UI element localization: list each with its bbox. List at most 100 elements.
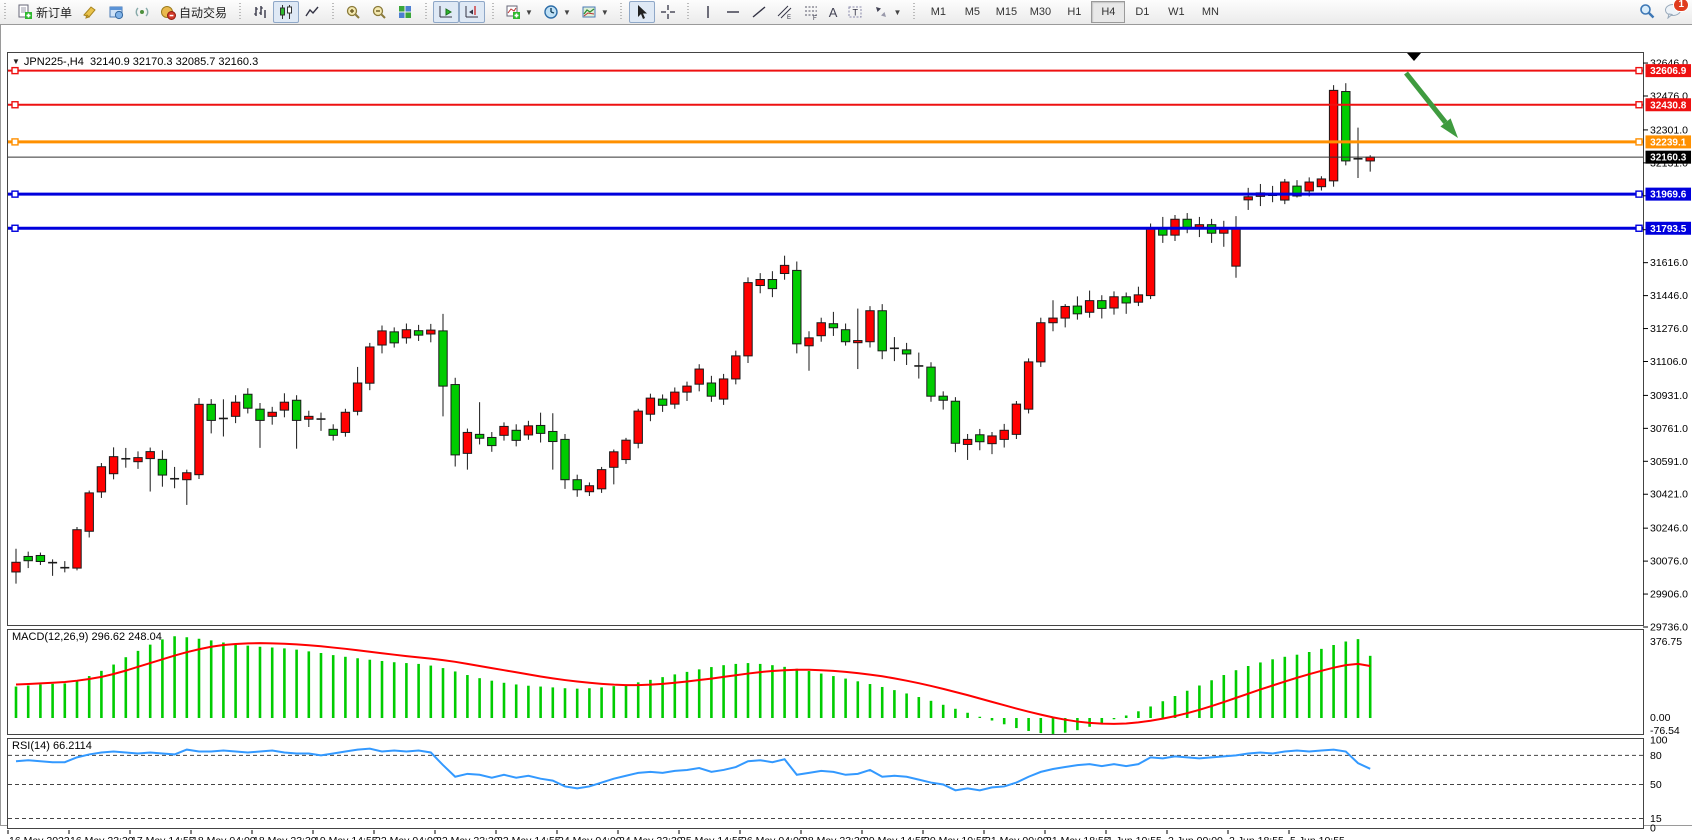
time-tick-label: 23 May 14:55: [497, 835, 561, 840]
line-chart-button[interactable]: [299, 1, 325, 23]
line-anchor[interactable]: [11, 101, 19, 109]
chart-canvas[interactable]: 32646.032476.032301.032131.031961.031786…: [0, 25, 1692, 840]
time-tick-label: 22 May 23:30: [436, 835, 500, 840]
timeframe-m1[interactable]: M1: [930, 6, 947, 18]
svg-text:T: T: [853, 8, 859, 18]
auto-trading-label: 自动交易: [179, 5, 228, 20]
zoom-out-button[interactable]: [366, 1, 392, 23]
candle-bull: [743, 282, 753, 357]
arrows-button[interactable]: ▼: [868, 1, 906, 23]
signals-button[interactable]: [129, 1, 155, 23]
line-anchor[interactable]: [1635, 66, 1643, 75]
text-button[interactable]: A: [824, 1, 843, 23]
timeframe-h1[interactable]: H1: [1067, 6, 1082, 18]
price-tick-label: 31446.0: [1650, 290, 1688, 302]
trendline-button[interactable]: [746, 1, 772, 23]
timeframe-m15[interactable]: M15: [995, 6, 1018, 18]
trendline-icon: [751, 4, 767, 20]
candle-bear: [840, 329, 851, 343]
time-tick-label: 30 May 10:55: [924, 835, 988, 840]
line-anchor[interactable]: [11, 224, 19, 232]
main-pane[interactable]: [7, 52, 1644, 626]
equidistant-channel-icon: E: [777, 4, 793, 20]
candle-bear: [487, 436, 497, 447]
search-icon[interactable]: [1638, 2, 1656, 23]
cursor-button[interactable]: [628, 1, 655, 23]
bar-chart-icon: [252, 4, 268, 20]
timeframe-h4[interactable]: H4: [1091, 1, 1126, 23]
rsi-axis-label: 80: [1650, 750, 1662, 762]
candle-bear: [548, 430, 558, 443]
templates-button[interactable]: ▼: [576, 1, 614, 23]
vertical-line-button[interactable]: [696, 1, 720, 23]
timeframe-mn[interactable]: MN: [1201, 6, 1219, 18]
tile-windows-button[interactable]: [392, 1, 418, 23]
candle-bear: [1158, 228, 1168, 236]
equidistant-channel-button[interactable]: E: [772, 1, 798, 23]
dropdown-caret: ▼: [893, 7, 902, 17]
indicators-button[interactable]: ▼: [500, 1, 538, 23]
price-tag-label: 32606.9: [1650, 66, 1687, 77]
collapse-triangle-icon[interactable]: ▼: [12, 57, 20, 66]
candle-bear: [511, 429, 521, 441]
candle-bull: [72, 529, 82, 569]
candle-bull: [145, 451, 155, 460]
timeframe-m30[interactable]: M30: [1029, 6, 1052, 18]
zoom-in-button[interactable]: [340, 1, 366, 23]
new-order-button[interactable]: 新订单: [12, 1, 77, 23]
arrow-annotation[interactable]: [1404, 71, 1448, 124]
zoom-out-icon: [371, 4, 387, 20]
time-tick-label: 19 May 14:55: [314, 835, 378, 840]
macd-pane[interactable]: [7, 629, 1644, 735]
market-watch-button[interactable]: [103, 1, 129, 23]
chart-shift-icon: [464, 4, 480, 20]
candle-bear: [23, 555, 33, 562]
price-tick-label: 30246.0: [1650, 523, 1688, 535]
auto-trading-button[interactable]: 自动交易: [155, 1, 232, 23]
candle-bear: [706, 382, 717, 397]
candle-bull: [645, 397, 656, 415]
svg-text:E: E: [787, 15, 791, 20]
candle-bear: [1341, 91, 1351, 162]
bar-chart-button[interactable]: [247, 1, 273, 23]
crosshair-button[interactable]: [655, 1, 681, 23]
timeframe-w1[interactable]: W1: [1168, 6, 1185, 18]
candle-bear: [389, 331, 399, 344]
horizontal-line-button[interactable]: [720, 1, 746, 23]
candle-bull: [1023, 361, 1034, 410]
fibonacci-button[interactable]: F: [798, 1, 824, 23]
line-anchor[interactable]: [1635, 224, 1643, 232]
chart-shift-button[interactable]: [459, 1, 486, 23]
candle-bull: [1304, 181, 1314, 192]
line-anchor[interactable]: [11, 190, 19, 198]
periods-button[interactable]: ▼: [538, 1, 576, 23]
profiles-button[interactable]: [77, 1, 103, 23]
text-label-button[interactable]: T: [842, 1, 868, 23]
time-tick-label: 1 Jun 10:55: [1107, 835, 1162, 840]
candle-bull: [718, 378, 729, 400]
candlestick-chart-button[interactable]: [273, 1, 300, 23]
time-tick-label: 31 May 00:00: [985, 835, 1049, 840]
candle-bull: [11, 561, 21, 573]
line-anchor[interactable]: [1635, 138, 1643, 146]
chat-button[interactable]: 1: [1664, 0, 1689, 22]
candle-bull: [596, 469, 607, 490]
line-anchor[interactable]: [11, 138, 19, 146]
timeframe-m5[interactable]: M5: [964, 6, 981, 18]
line-anchor[interactable]: [1635, 190, 1643, 198]
dropdown-caret: ▼: [525, 7, 533, 17]
price-tag-label: 31793.5: [1650, 224, 1687, 235]
auto-scroll-button[interactable]: [433, 1, 460, 23]
candle-bull: [999, 429, 1009, 440]
chart-window[interactable]: ▼ JPN225-,H4 32140.9 32170.3 32085.7 3216…: [0, 25, 1692, 840]
line-anchor[interactable]: [11, 66, 19, 75]
price-tag: [1645, 135, 1691, 149]
timeframe-d1[interactable]: D1: [1135, 6, 1150, 18]
price-tag-label: 32239.1: [1650, 137, 1687, 148]
periods-icon: [543, 4, 559, 20]
arrow-annotation-head[interactable]: [1440, 118, 1458, 138]
zoom-in-icon: [345, 4, 361, 20]
rsi-pane[interactable]: [7, 738, 1644, 829]
line-anchor[interactable]: [1635, 101, 1643, 109]
